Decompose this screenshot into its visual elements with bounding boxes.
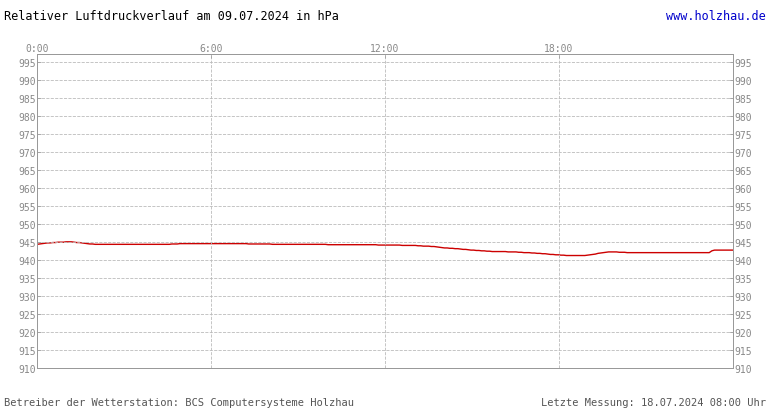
- Text: www.holzhau.de: www.holzhau.de: [666, 10, 766, 23]
- Text: Letzte Messung: 18.07.2024 08:00 Uhr: Letzte Messung: 18.07.2024 08:00 Uhr: [541, 397, 766, 407]
- Text: Relativer Luftdruckverlauf am 09.07.2024 in hPa: Relativer Luftdruckverlauf am 09.07.2024…: [4, 10, 339, 23]
- Text: Betreiber der Wetterstation: BCS Computersysteme Holzhau: Betreiber der Wetterstation: BCS Compute…: [4, 397, 354, 407]
